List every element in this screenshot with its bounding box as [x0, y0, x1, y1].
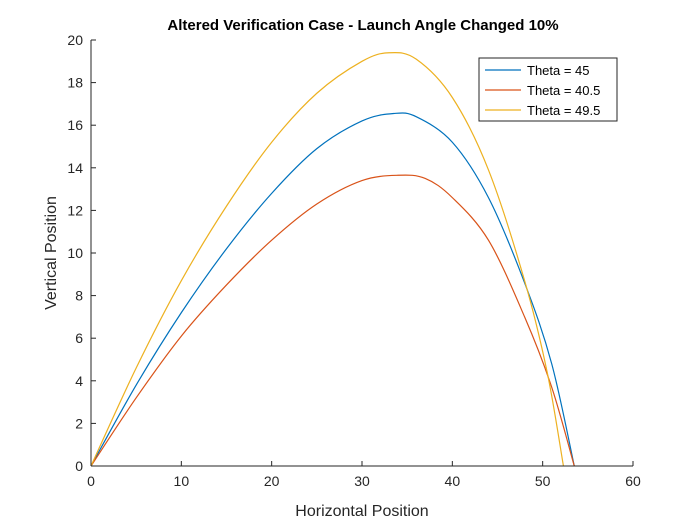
x-axis-label: Horizontal Position — [295, 503, 428, 520]
x-tick-label: 40 — [445, 473, 461, 489]
series-line-2 — [90, 51, 565, 467]
y-tick-label: 4 — [75, 373, 83, 389]
legend-entry-2: Theta = 49.5 — [527, 103, 600, 118]
y-tick-label: 12 — [67, 202, 83, 218]
y-tick-label: 6 — [75, 330, 83, 346]
y-tick-label: 20 — [67, 32, 83, 48]
series-line-1 — [90, 174, 575, 467]
x-tick-label: 50 — [535, 473, 551, 489]
legend: Theta = 45 Theta = 40.5 Theta = 49.5 — [478, 57, 618, 122]
chart-title: Altered Verification Case - Launch Angle… — [167, 17, 558, 34]
y-tick-label: 10 — [67, 245, 83, 261]
y-tick-label: 0 — [75, 458, 83, 474]
y-tick-label: 2 — [75, 415, 83, 431]
x-tick-label: 20 — [264, 473, 280, 489]
legend-entry-0: Theta = 45 — [527, 63, 590, 78]
x-tick-label: 10 — [174, 473, 190, 489]
series-lines-group — [90, 51, 575, 467]
x-tick-label: 0 — [87, 473, 95, 489]
legend-entry-1: Theta = 40.5 — [527, 83, 600, 98]
x-tick-label: 30 — [354, 473, 370, 489]
y-tick-label: 14 — [67, 160, 83, 176]
y-tick-label: 18 — [67, 75, 83, 91]
ticks-group: 0 10 20 30 40 50 60 0 2 4 6 8 10 12 14 16 18 20 — [67, 32, 641, 489]
y-axis-label: Vertical Position — [43, 196, 60, 310]
x-tick-label: 60 — [625, 473, 641, 489]
y-tick-label: 16 — [67, 117, 83, 133]
y-tick-label: 8 — [75, 288, 83, 304]
